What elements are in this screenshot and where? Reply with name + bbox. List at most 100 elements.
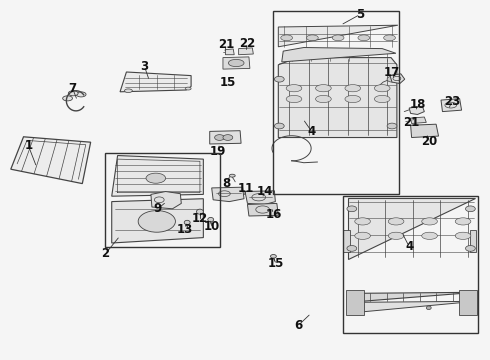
Ellipse shape: [286, 85, 302, 92]
Bar: [273, 11, 399, 194]
Polygon shape: [411, 124, 439, 138]
Text: 18: 18: [410, 98, 426, 111]
Text: 21: 21: [218, 39, 235, 51]
Ellipse shape: [281, 35, 293, 41]
Ellipse shape: [374, 85, 390, 92]
Text: 13: 13: [177, 223, 194, 236]
Polygon shape: [212, 187, 244, 202]
Text: 9: 9: [154, 202, 162, 215]
Ellipse shape: [307, 35, 318, 41]
Polygon shape: [441, 99, 462, 112]
Ellipse shape: [426, 306, 431, 310]
Polygon shape: [348, 198, 475, 259]
Polygon shape: [411, 117, 426, 123]
Ellipse shape: [270, 255, 276, 258]
Text: 4: 4: [308, 125, 316, 138]
Text: 14: 14: [256, 185, 273, 198]
Text: 8: 8: [223, 177, 231, 190]
Polygon shape: [245, 191, 275, 204]
Ellipse shape: [466, 206, 475, 212]
Text: 15: 15: [267, 257, 284, 270]
Ellipse shape: [422, 218, 438, 225]
Ellipse shape: [387, 76, 397, 82]
Text: 22: 22: [239, 37, 256, 50]
Ellipse shape: [185, 87, 191, 90]
Ellipse shape: [68, 91, 78, 96]
Text: 19: 19: [210, 145, 226, 158]
Polygon shape: [348, 301, 475, 313]
Ellipse shape: [146, 173, 166, 183]
Ellipse shape: [345, 95, 361, 103]
Ellipse shape: [274, 76, 284, 82]
Polygon shape: [239, 48, 253, 55]
Ellipse shape: [184, 220, 190, 225]
Ellipse shape: [455, 218, 471, 225]
Polygon shape: [151, 192, 181, 209]
Ellipse shape: [223, 135, 233, 140]
Ellipse shape: [455, 232, 471, 239]
Text: 23: 23: [443, 95, 460, 108]
Text: 6: 6: [294, 319, 302, 332]
Bar: [105, 153, 220, 247]
Text: 17: 17: [384, 66, 400, 78]
Ellipse shape: [138, 211, 175, 232]
Polygon shape: [346, 290, 364, 315]
Text: 2: 2: [101, 247, 109, 260]
Text: 5: 5: [356, 8, 364, 21]
Polygon shape: [390, 74, 405, 84]
Bar: [343, 196, 478, 333]
Polygon shape: [210, 131, 241, 144]
Polygon shape: [343, 230, 350, 252]
Ellipse shape: [286, 95, 302, 103]
Polygon shape: [278, 25, 398, 47]
Polygon shape: [11, 137, 91, 184]
Ellipse shape: [76, 92, 86, 97]
Text: 16: 16: [265, 208, 282, 221]
Text: 1: 1: [24, 139, 32, 152]
Polygon shape: [112, 199, 203, 243]
Text: 20: 20: [421, 135, 438, 148]
Ellipse shape: [388, 218, 404, 225]
Text: 21: 21: [403, 116, 420, 129]
Polygon shape: [278, 58, 397, 138]
Polygon shape: [470, 230, 476, 252]
Polygon shape: [120, 72, 191, 92]
Ellipse shape: [387, 123, 397, 129]
Ellipse shape: [355, 218, 370, 225]
Ellipse shape: [347, 206, 357, 212]
Ellipse shape: [316, 95, 331, 103]
Ellipse shape: [355, 232, 370, 239]
Ellipse shape: [228, 59, 244, 67]
Ellipse shape: [229, 174, 235, 177]
Ellipse shape: [124, 89, 132, 93]
Ellipse shape: [347, 246, 357, 251]
Text: 10: 10: [203, 220, 220, 233]
Ellipse shape: [274, 123, 284, 129]
Ellipse shape: [374, 95, 390, 103]
Text: 11: 11: [238, 183, 254, 195]
Text: 7: 7: [69, 82, 76, 95]
Ellipse shape: [345, 85, 361, 92]
Polygon shape: [282, 48, 396, 62]
Polygon shape: [348, 292, 475, 302]
Polygon shape: [459, 290, 477, 315]
Text: 3: 3: [141, 60, 148, 73]
Ellipse shape: [215, 135, 224, 140]
Ellipse shape: [358, 35, 369, 41]
Ellipse shape: [196, 209, 203, 214]
Ellipse shape: [422, 232, 438, 239]
Polygon shape: [409, 106, 424, 114]
Ellipse shape: [208, 217, 214, 222]
Ellipse shape: [316, 85, 331, 92]
Ellipse shape: [63, 96, 73, 101]
Polygon shape: [112, 156, 203, 196]
Polygon shape: [225, 49, 234, 55]
Text: 12: 12: [192, 212, 208, 225]
Ellipse shape: [466, 246, 475, 251]
Ellipse shape: [388, 232, 404, 239]
Polygon shape: [223, 57, 250, 69]
Text: 4: 4: [405, 240, 413, 253]
Ellipse shape: [332, 35, 344, 41]
Text: 15: 15: [220, 76, 236, 89]
Ellipse shape: [384, 35, 395, 41]
